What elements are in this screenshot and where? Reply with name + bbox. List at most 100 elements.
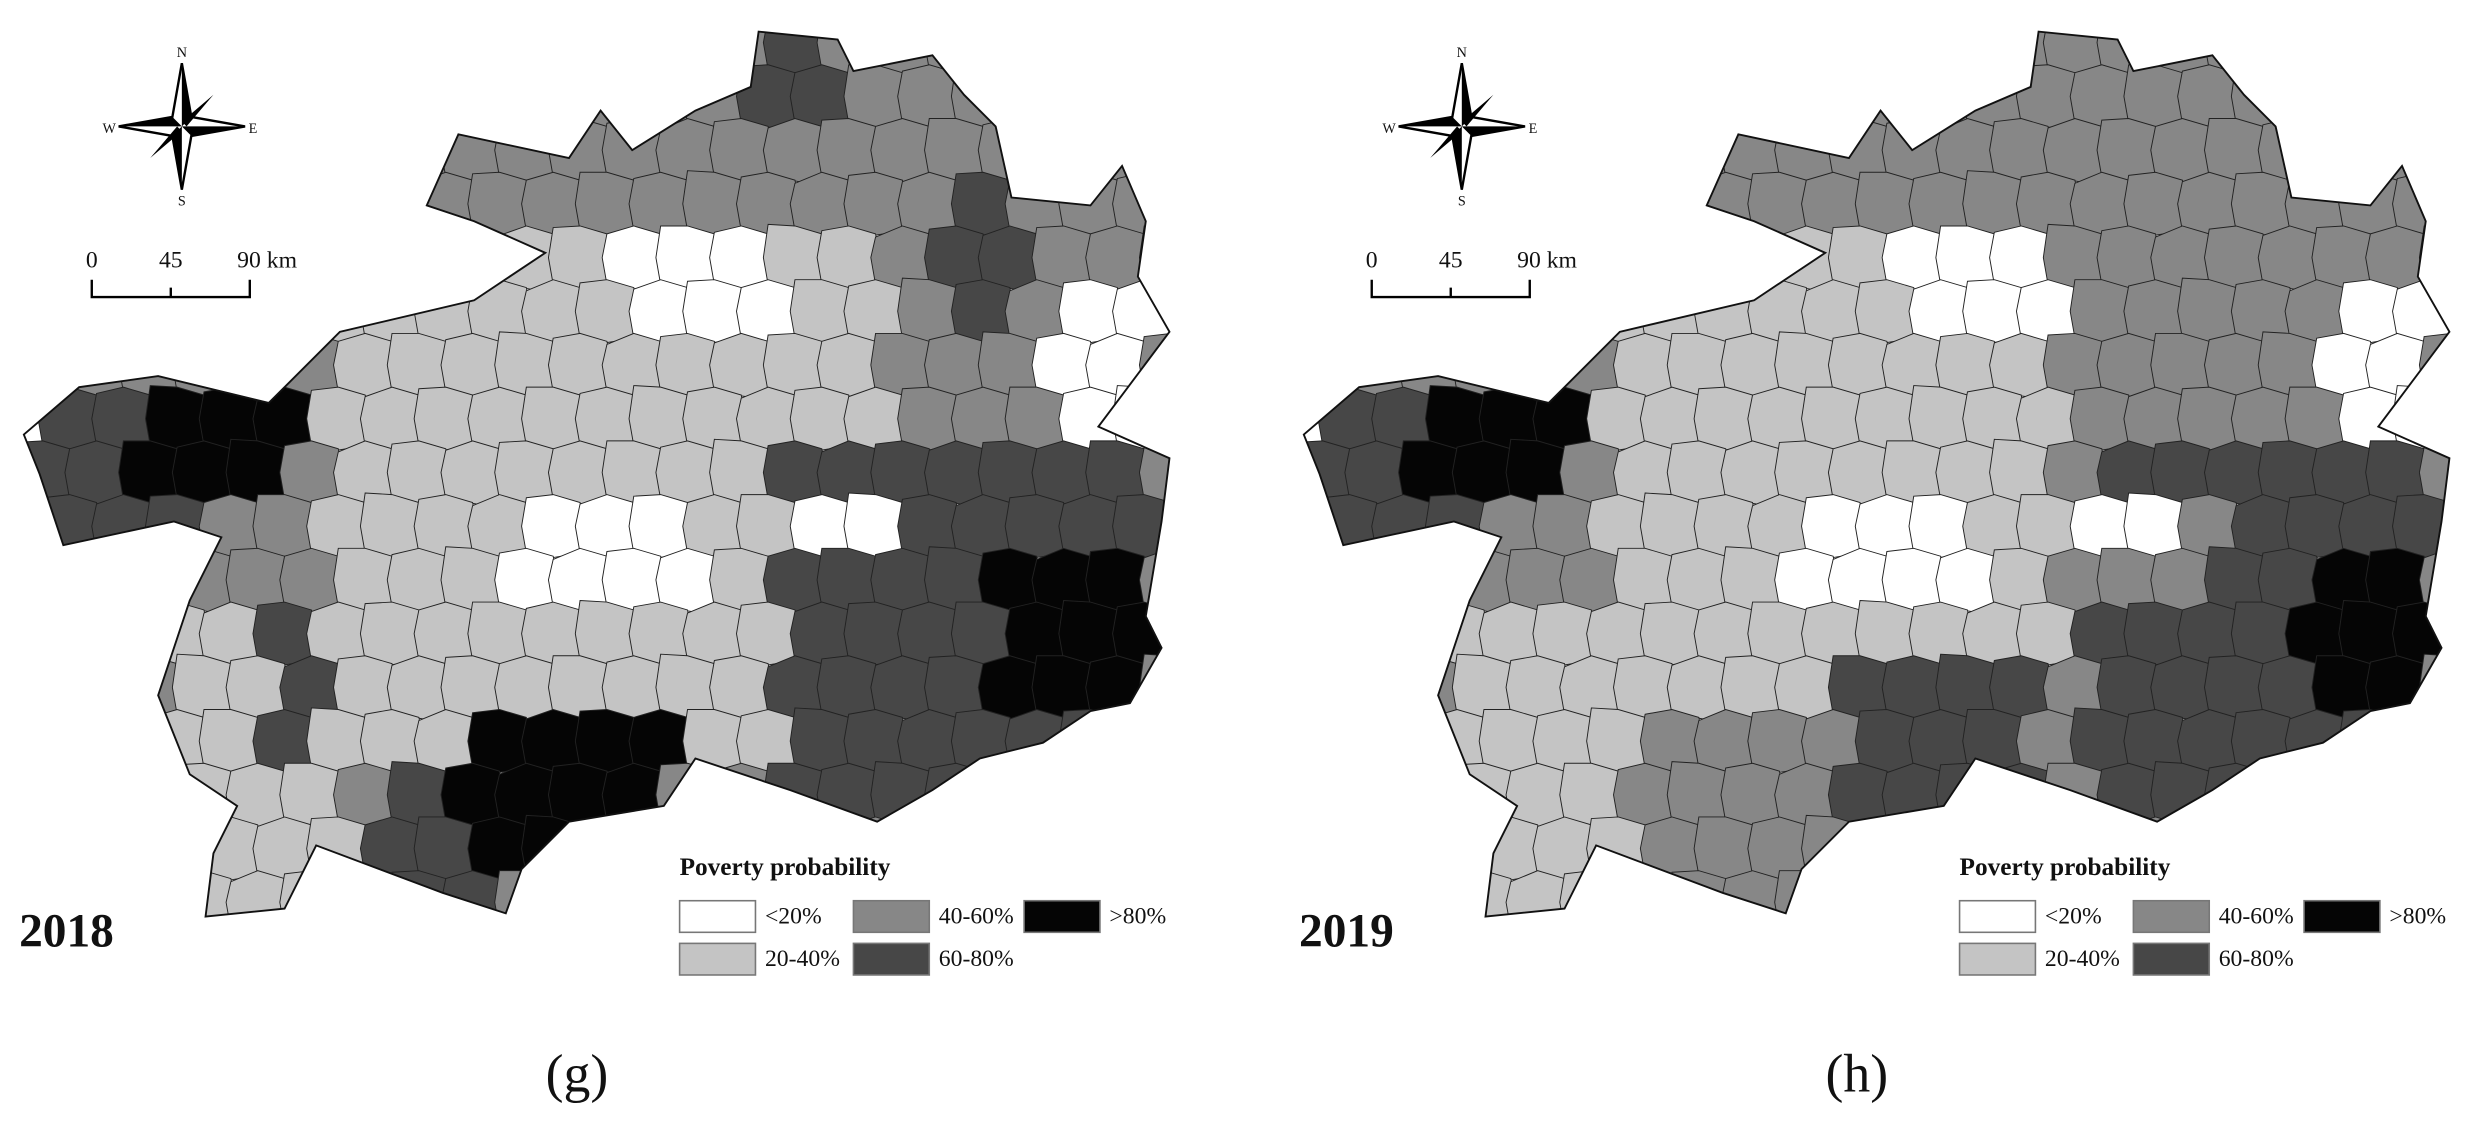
county <box>199 924 262 987</box>
county <box>1532 64 1597 129</box>
county <box>977 762 1042 827</box>
county <box>1085 762 1150 827</box>
legend-label: 60-80% <box>2219 946 2294 972</box>
county <box>601 31 666 75</box>
county <box>2230 62 2296 129</box>
county <box>467 62 532 129</box>
year-label: 2018 <box>19 905 114 957</box>
county <box>575 924 638 987</box>
county <box>2392 709 2450 774</box>
county <box>897 816 962 881</box>
county <box>64 31 129 75</box>
county <box>440 225 505 290</box>
county <box>198 279 263 344</box>
county <box>64 547 129 613</box>
county <box>1532 279 1597 344</box>
county <box>1666 31 1731 75</box>
legend-swatch <box>1023 899 1101 934</box>
county <box>1317 709 1382 774</box>
county <box>2204 31 2269 75</box>
map <box>1303 31 2450 987</box>
county <box>1303 547 1355 613</box>
county <box>1881 31 1946 75</box>
county <box>1138 118 1170 183</box>
county <box>1031 116 1096 183</box>
county <box>2365 31 2430 75</box>
county <box>2284 814 2349 881</box>
county <box>1613 870 1678 917</box>
county <box>333 118 398 183</box>
scale-label: 45 <box>159 248 183 274</box>
county <box>1371 171 1436 236</box>
county <box>1720 31 1785 75</box>
county <box>37 814 102 881</box>
county <box>1138 762 1170 827</box>
compass-label: S <box>1458 194 1466 210</box>
county <box>1748 924 1811 987</box>
county <box>1165 709 1170 774</box>
county <box>1058 709 1123 774</box>
county <box>118 547 183 613</box>
county <box>977 31 1042 75</box>
county <box>1344 31 1409 75</box>
county <box>1747 62 1812 129</box>
county <box>1165 494 1170 559</box>
county <box>1303 331 1355 398</box>
county <box>2445 494 2450 559</box>
county <box>1720 225 1785 290</box>
county <box>2445 601 2450 666</box>
county <box>2418 225 2450 290</box>
county <box>2338 64 2403 129</box>
county <box>2418 118 2450 183</box>
county <box>279 31 344 75</box>
county <box>2418 762 2450 827</box>
county <box>1398 547 1463 613</box>
legend-swatch <box>2132 899 2211 934</box>
county <box>1559 31 1624 75</box>
compass-label: E <box>249 121 258 137</box>
county <box>1317 601 1382 666</box>
county <box>1317 814 1382 881</box>
compass-label: S <box>178 194 186 210</box>
county <box>91 64 156 129</box>
county <box>1344 332 1409 398</box>
county <box>1371 64 1436 129</box>
legend-swatch <box>1958 899 2037 934</box>
county <box>1004 64 1069 129</box>
county <box>1058 64 1123 129</box>
compass-label: W <box>1382 121 1396 137</box>
county <box>1004 814 1069 881</box>
county <box>1425 924 1488 987</box>
county <box>225 870 290 917</box>
county <box>2339 924 2402 987</box>
county <box>1559 118 1624 183</box>
county <box>118 31 183 75</box>
county <box>333 870 398 917</box>
county <box>2445 816 2450 881</box>
county <box>1165 170 1170 236</box>
legend-label: 20-40% <box>2045 946 2120 972</box>
legend-title: Poverty probability <box>1960 853 2171 881</box>
compass-rose <box>118 63 246 190</box>
county <box>1586 171 1651 236</box>
county <box>494 31 559 75</box>
county <box>521 64 586 129</box>
county <box>2338 709 2403 774</box>
county <box>2338 816 2403 881</box>
compass-label: W <box>102 121 116 137</box>
legend-label: 60-80% <box>939 946 1014 972</box>
county <box>2284 709 2349 774</box>
county <box>1935 31 2000 75</box>
county <box>1613 118 1678 183</box>
map-outline <box>22 30 1171 918</box>
county <box>1478 279 1543 344</box>
county <box>2445 170 2450 236</box>
legend-swatch <box>852 942 931 976</box>
county <box>1303 762 1355 827</box>
county <box>360 924 423 987</box>
county <box>306 171 371 236</box>
county <box>1479 924 1542 987</box>
county <box>23 547 75 613</box>
legend-label: >80% <box>2389 904 2446 930</box>
county <box>253 923 316 988</box>
